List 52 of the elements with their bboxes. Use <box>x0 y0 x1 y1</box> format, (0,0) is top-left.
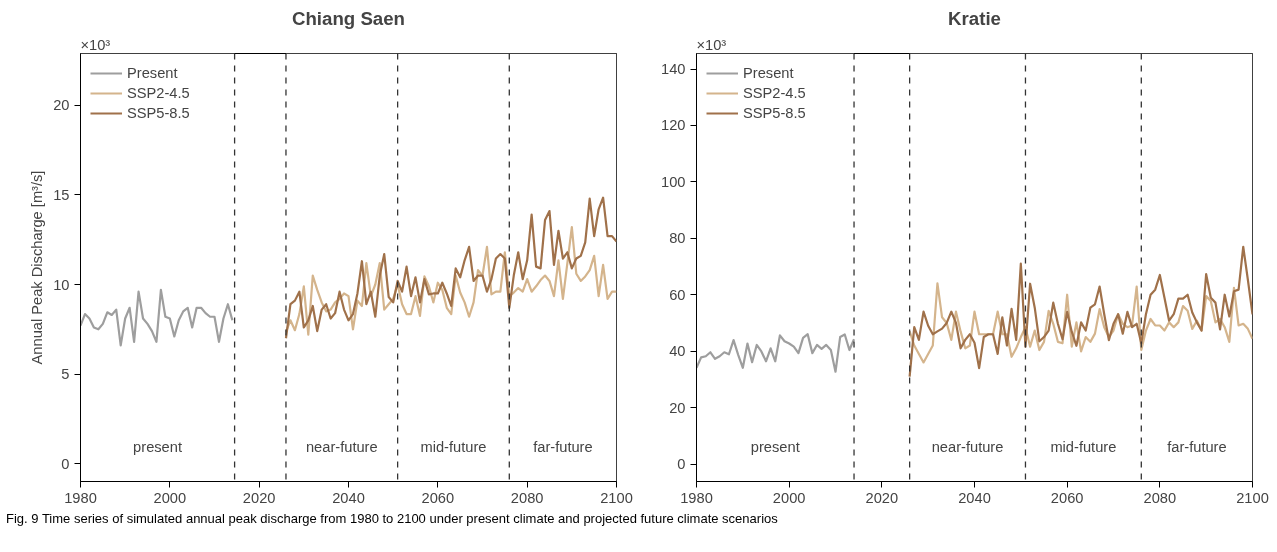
y-tick-label: 100 <box>661 173 686 190</box>
x-tick-label: 2040 <box>332 489 365 506</box>
x-tick-label: 2020 <box>242 489 276 506</box>
line-series <box>696 333 856 373</box>
chart-title: Kratie <box>948 7 1001 29</box>
legend-label: SSP2-4.5 <box>127 85 190 101</box>
line-series <box>908 282 1253 364</box>
legend-label: SSP5-8.5 <box>127 105 190 121</box>
x-tick-label: 2080 <box>1143 489 1177 506</box>
y-tick-label: 0 <box>677 456 686 473</box>
caption: Fig. 9 Time series of simulated annual peak discharge from 1980 to 2100 under present climate and projected future climate scenarios <box>6 510 778 528</box>
y-tick-label: 10 <box>53 276 70 293</box>
y-tick-label: 80 <box>669 230 686 247</box>
legend-label: Present <box>127 65 178 81</box>
y-tick-label: 60 <box>669 286 686 303</box>
line-series <box>80 288 234 347</box>
band-label: present <box>133 439 182 456</box>
y-tick-label: 20 <box>669 399 686 416</box>
x-tick-label: 2040 <box>958 489 991 506</box>
y-tick-label: 120 <box>661 117 686 134</box>
band-label: near-future <box>305 439 378 456</box>
y-tick-label: 0 <box>61 455 70 472</box>
x-tick-label: 2080 <box>510 489 544 506</box>
x-tick-label: 2100 <box>600 489 633 506</box>
text: ×10³ <box>80 36 111 53</box>
x-tick-label: 2060 <box>421 489 455 506</box>
legend-label: Present <box>743 65 794 81</box>
band-label: mid-future <box>1050 439 1117 456</box>
x-tick-label: 2000 <box>153 489 187 506</box>
y-axis-title: Annual Peak Discharge [m³/s] <box>29 170 46 365</box>
y-tick-label: 15 <box>53 186 70 203</box>
line-series <box>284 196 617 340</box>
x-tick-label: 2060 <box>1050 489 1084 506</box>
legend-label: SSP2-4.5 <box>743 85 806 101</box>
band-label: mid-future <box>420 439 487 456</box>
x-tick-label: 1980 <box>64 489 97 506</box>
text: ×10³ <box>696 36 727 53</box>
y-tick-label: 40 <box>669 343 686 360</box>
y-tick-label: 5 <box>61 366 70 383</box>
band-label: far-future <box>1167 439 1227 456</box>
band-label: far-future <box>533 439 593 456</box>
y-tick-label: 140 <box>661 61 686 78</box>
x-tick-label: 2000 <box>772 489 806 506</box>
line-series <box>908 245 1253 378</box>
y-tick-label: 20 <box>53 97 70 114</box>
band-label: near-future <box>931 439 1004 456</box>
x-tick-label: 2020 <box>865 489 899 506</box>
chart-title: Chiang Saen <box>292 7 405 29</box>
band-label: present <box>750 439 800 456</box>
x-tick-label: 1980 <box>680 489 713 506</box>
x-tick-label: 2100 <box>1236 489 1269 506</box>
legend-label: SSP5-8.5 <box>743 105 806 121</box>
